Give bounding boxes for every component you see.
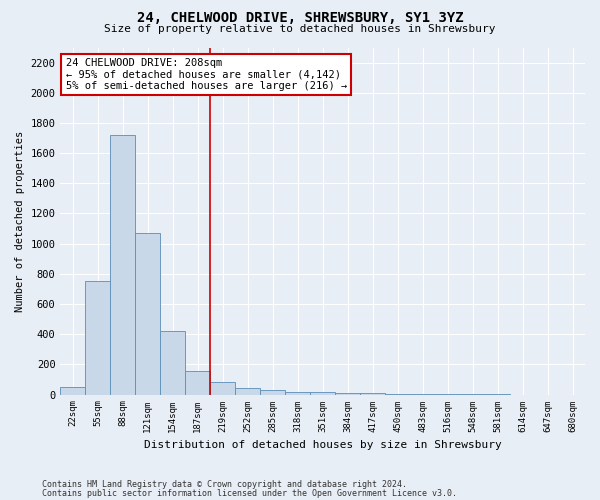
Bar (61, 387, 85, 394)
Bar (136, 233, 160, 394)
Bar (235, 388, 260, 394)
Bar (285, 392, 310, 394)
Text: 24 CHELWOOD DRIVE: 208sqm
← 95% of detached houses are smaller (4,142)
5% of sem: 24 CHELWOOD DRIVE: 208sqm ← 95% of detac… (65, 58, 347, 91)
Bar (260, 390, 285, 394)
X-axis label: Distribution of detached houses by size in Shrewsbury: Distribution of detached houses by size … (144, 440, 502, 450)
Bar (360, 393, 385, 394)
Bar (160, 331, 185, 394)
Y-axis label: Number of detached properties: Number of detached properties (15, 130, 25, 312)
Text: Size of property relative to detached houses in Shrewsbury: Size of property relative to detached ho… (104, 24, 496, 34)
Bar (85, 282, 110, 395)
Text: Contains public sector information licensed under the Open Government Licence v3: Contains public sector information licen… (42, 488, 457, 498)
Bar (110, 135, 136, 394)
Text: Contains HM Land Registry data © Crown copyright and database right 2024.: Contains HM Land Registry data © Crown c… (42, 480, 407, 489)
Bar (185, 371, 210, 394)
Bar (210, 382, 235, 394)
Text: 24, CHELWOOD DRIVE, SHREWSBURY, SY1 3YZ: 24, CHELWOOD DRIVE, SHREWSBURY, SY1 3YZ (137, 11, 463, 25)
Bar (335, 393, 360, 394)
Bar (310, 392, 335, 394)
